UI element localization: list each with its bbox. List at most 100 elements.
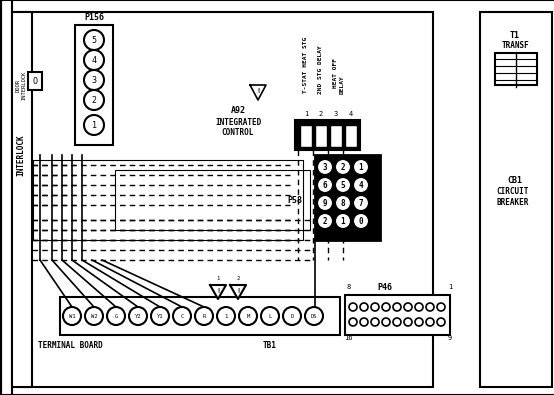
Circle shape: [393, 318, 401, 326]
Circle shape: [173, 307, 191, 325]
Bar: [480, 12, 552, 387]
Circle shape: [84, 115, 104, 135]
Text: 2: 2: [91, 96, 96, 105]
Text: 2ND STG DELAY: 2ND STG DELAY: [317, 46, 322, 94]
Circle shape: [349, 303, 357, 311]
Text: CONTROL: CONTROL: [222, 128, 254, 137]
Text: 2: 2: [237, 276, 240, 282]
Text: 1: 1: [91, 120, 96, 130]
Text: 1: 1: [224, 314, 228, 318]
Circle shape: [382, 303, 390, 311]
Polygon shape: [210, 285, 226, 299]
Text: G: G: [114, 314, 117, 318]
Circle shape: [84, 70, 104, 90]
Text: 8: 8: [347, 284, 351, 290]
Circle shape: [195, 307, 213, 325]
Bar: [315, 155, 380, 240]
Circle shape: [426, 303, 434, 311]
Circle shape: [335, 177, 351, 193]
Bar: [300, 125, 312, 147]
Text: C: C: [181, 314, 183, 318]
Bar: [12, 12, 32, 387]
Bar: [315, 125, 327, 147]
Text: M: M: [247, 314, 250, 318]
Text: P46: P46: [377, 282, 392, 292]
Bar: [28, 72, 42, 90]
Circle shape: [437, 318, 445, 326]
Circle shape: [317, 195, 333, 211]
Text: 1: 1: [358, 162, 363, 171]
Circle shape: [382, 318, 390, 326]
Circle shape: [217, 307, 235, 325]
Circle shape: [151, 307, 169, 325]
Circle shape: [404, 303, 412, 311]
Text: 16: 16: [343, 335, 352, 341]
Text: W2: W2: [91, 314, 98, 318]
Text: 7: 7: [358, 199, 363, 207]
Text: 1: 1: [217, 276, 219, 282]
Text: INTEGRATED: INTEGRATED: [215, 117, 261, 126]
Text: Y2: Y2: [135, 314, 141, 318]
Circle shape: [426, 318, 434, 326]
Text: 2: 2: [319, 111, 323, 117]
Text: DELAY: DELAY: [340, 75, 345, 94]
Bar: [60, 297, 340, 335]
Text: TRANSF: TRANSF: [501, 41, 529, 49]
Circle shape: [415, 303, 423, 311]
Circle shape: [84, 50, 104, 70]
Circle shape: [353, 177, 369, 193]
Text: TERMINAL BOARD: TERMINAL BOARD: [38, 340, 102, 350]
Text: !: !: [216, 288, 220, 294]
Circle shape: [84, 90, 104, 110]
Text: 1: 1: [448, 284, 452, 290]
Bar: [345, 295, 450, 335]
Bar: [345, 125, 357, 147]
Bar: [18, 12, 433, 387]
Circle shape: [404, 318, 412, 326]
Circle shape: [353, 213, 369, 229]
Text: 9: 9: [322, 199, 327, 207]
Circle shape: [437, 303, 445, 311]
Circle shape: [283, 307, 301, 325]
Text: D: D: [290, 314, 294, 318]
Text: R: R: [202, 314, 206, 318]
Circle shape: [415, 318, 423, 326]
Text: T1: T1: [510, 30, 520, 40]
Text: 1: 1: [341, 216, 345, 226]
Text: 4: 4: [349, 111, 353, 117]
Text: HEAT OFF: HEAT OFF: [332, 58, 337, 88]
Text: 3: 3: [334, 111, 338, 117]
Text: 9: 9: [448, 335, 452, 341]
Bar: [115, 170, 310, 230]
Circle shape: [371, 303, 379, 311]
Bar: [330, 125, 342, 147]
Text: 4: 4: [91, 56, 96, 64]
Circle shape: [353, 195, 369, 211]
Circle shape: [85, 307, 103, 325]
Text: A92: A92: [230, 105, 245, 115]
Text: CB1: CB1: [507, 175, 522, 184]
Text: W1: W1: [69, 314, 75, 318]
Text: INTERLOCK: INTERLOCK: [17, 134, 25, 176]
Text: 3: 3: [91, 75, 96, 85]
Text: 3: 3: [322, 162, 327, 171]
Text: Y1: Y1: [157, 314, 163, 318]
Circle shape: [393, 303, 401, 311]
Text: 1: 1: [304, 111, 308, 117]
Circle shape: [335, 159, 351, 175]
Circle shape: [335, 195, 351, 211]
Circle shape: [261, 307, 279, 325]
Text: 4: 4: [358, 181, 363, 190]
Bar: [495, 53, 537, 85]
Text: O: O: [33, 77, 38, 85]
Text: CIRCUIT: CIRCUIT: [497, 186, 529, 196]
Bar: [33, 160, 303, 240]
Circle shape: [84, 30, 104, 50]
Circle shape: [239, 307, 257, 325]
Text: L: L: [268, 314, 271, 318]
Circle shape: [305, 307, 323, 325]
Circle shape: [360, 303, 368, 311]
Polygon shape: [250, 85, 266, 100]
Circle shape: [360, 318, 368, 326]
Circle shape: [335, 213, 351, 229]
